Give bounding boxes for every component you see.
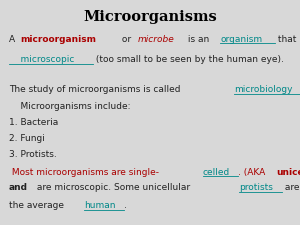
Text: microscopic: microscopic (9, 55, 74, 64)
Text: human: human (84, 201, 115, 210)
Text: organism: organism (220, 35, 262, 44)
Text: 2. Fungi: 2. Fungi (9, 134, 45, 143)
Text: that is: that is (275, 35, 300, 44)
Text: are visible to: are visible to (282, 183, 300, 192)
Text: protists: protists (239, 183, 273, 192)
Text: or: or (119, 35, 134, 44)
Text: 3. Protists.: 3. Protists. (9, 150, 57, 159)
Text: microbe: microbe (138, 35, 175, 44)
Text: .: . (124, 201, 127, 210)
Text: Most microorganisms are single-: Most microorganisms are single- (9, 168, 159, 177)
Text: and: and (9, 183, 28, 192)
Text: is an: is an (185, 35, 213, 44)
Text: 1. Bacteria: 1. Bacteria (9, 118, 58, 127)
Text: the average: the average (9, 201, 67, 210)
Text: (too small to be seen by the human eye).: (too small to be seen by the human eye). (93, 55, 284, 64)
Text: unicellular): unicellular) (277, 168, 300, 177)
Text: are microscopic. Some unicellular: are microscopic. Some unicellular (34, 183, 193, 192)
Text: celled: celled (202, 168, 230, 177)
Text: A: A (9, 35, 18, 44)
Text: The study of microorganisms is called: The study of microorganisms is called (9, 86, 183, 94)
Text: microorganism: microorganism (21, 35, 97, 44)
Text: Microorganisms include:: Microorganisms include: (9, 102, 130, 111)
Text: . (AKA: . (AKA (238, 168, 268, 177)
Text: Microorganisms: Microorganisms (83, 10, 217, 24)
Text: microbiology: microbiology (234, 86, 292, 94)
